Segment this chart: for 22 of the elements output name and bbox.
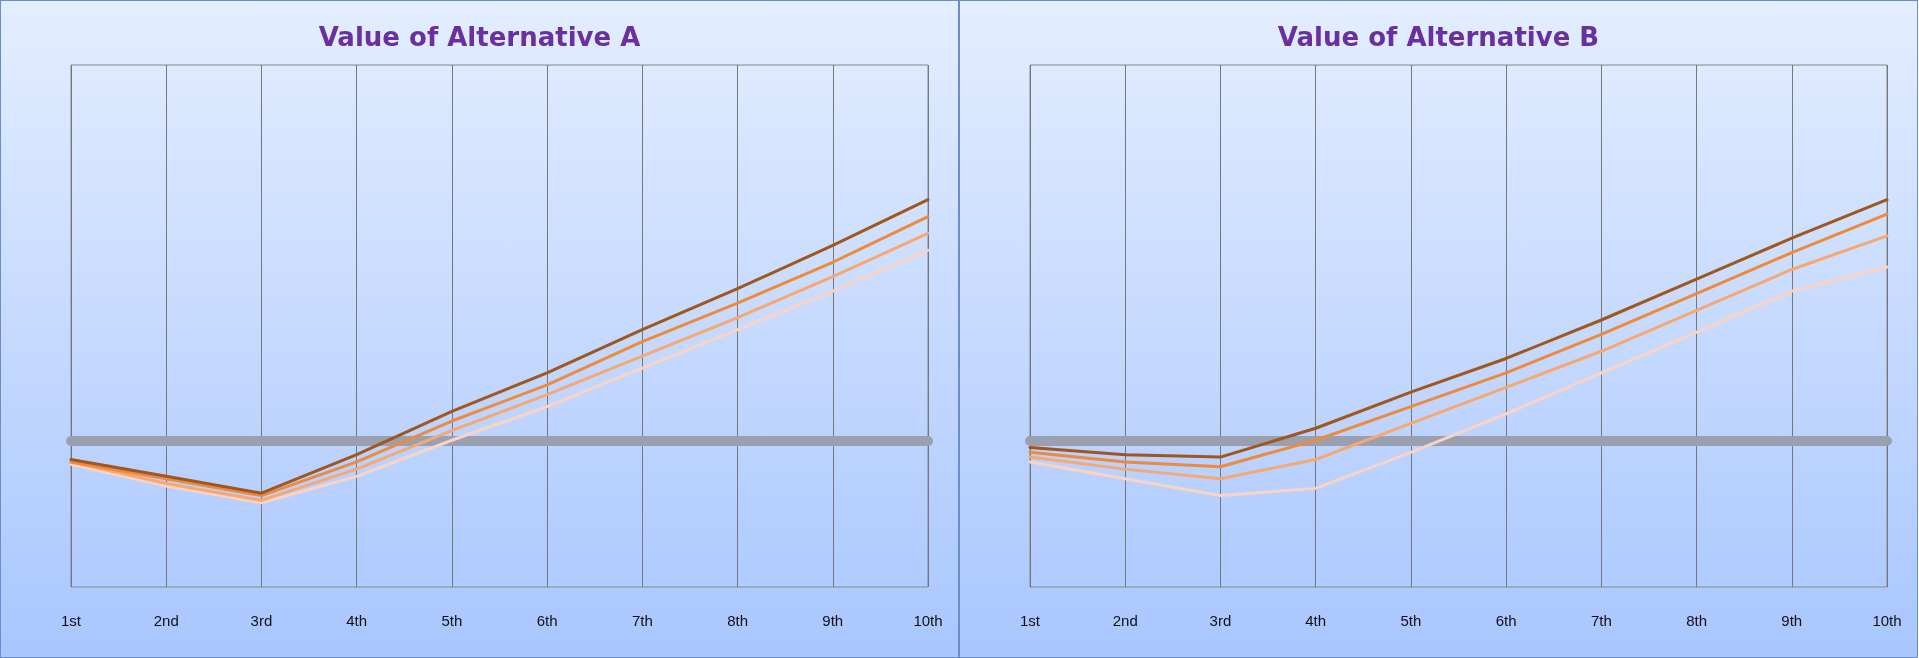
chart-title: Value of Alternative B bbox=[1277, 22, 1600, 52]
x-tick-label: 6th bbox=[1495, 612, 1517, 629]
x-tick-label: 3rd bbox=[1209, 612, 1232, 629]
x-tick-label: 9th bbox=[822, 612, 844, 629]
x-tick-label: 10th bbox=[913, 612, 943, 629]
x-tick-label: 9th bbox=[1781, 612, 1803, 629]
x-tick-label: 7th bbox=[1590, 612, 1612, 629]
x-tick-label: 8th bbox=[727, 612, 748, 629]
x-tick-label: 1st bbox=[60, 612, 82, 629]
x-tick-label: 7th bbox=[631, 612, 653, 629]
x-tick-label: 4th bbox=[1305, 612, 1327, 629]
x-tick-label: 1st bbox=[1019, 612, 1041, 629]
x-tick-label: 5th bbox=[441, 612, 463, 629]
x-tick-label: 10th bbox=[1872, 612, 1902, 629]
x-tick-label: 2nd bbox=[1112, 612, 1138, 629]
x-tick-label: 2nd bbox=[153, 612, 179, 629]
x-tick-label: 4th bbox=[346, 612, 368, 629]
chart-title: Value of Alternative A bbox=[318, 22, 641, 52]
x-tick-label: 5th bbox=[1400, 612, 1422, 629]
x-tick-label: 6th bbox=[536, 612, 558, 629]
x-tick-label: 3rd bbox=[250, 612, 273, 629]
x-tick-label: 8th bbox=[1686, 612, 1707, 629]
